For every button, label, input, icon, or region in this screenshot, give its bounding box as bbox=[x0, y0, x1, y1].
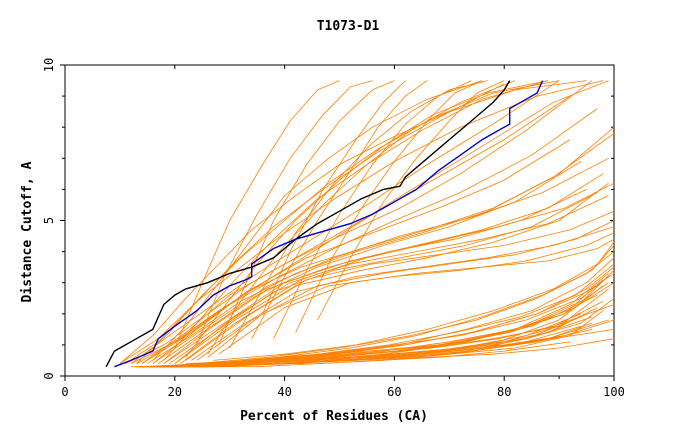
model-curve bbox=[207, 245, 615, 364]
model-curve bbox=[262, 80, 406, 314]
model-curve bbox=[158, 297, 615, 368]
model-curve bbox=[196, 80, 373, 346]
plot-frame bbox=[64, 64, 615, 377]
x-tick-label: 20 bbox=[168, 385, 182, 399]
model-curve bbox=[180, 182, 609, 364]
plot-area: 0 20 40 60 80 100 0 5 10 bbox=[42, 58, 625, 399]
model-curve bbox=[317, 80, 505, 321]
model-curve bbox=[213, 242, 615, 361]
model-curve bbox=[185, 80, 549, 358]
model-curve bbox=[185, 210, 615, 361]
model-curve bbox=[174, 80, 340, 349]
model-curve bbox=[163, 80, 549, 361]
y-axis-label: Distance Cutoff, A bbox=[20, 161, 35, 302]
model-curve bbox=[191, 273, 615, 364]
y-tick-label: 10 bbox=[42, 58, 56, 72]
model-curve bbox=[136, 108, 598, 364]
highlight-curve-black bbox=[105, 80, 511, 368]
y-tick-label: 5 bbox=[42, 217, 56, 224]
model-curve bbox=[191, 226, 615, 361]
model-curve bbox=[218, 80, 395, 346]
x-tick-label: 80 bbox=[497, 385, 511, 399]
model-curve bbox=[174, 195, 609, 364]
model-curve bbox=[141, 80, 593, 364]
model-curve bbox=[136, 316, 582, 368]
y-tick-label: 0 bbox=[42, 372, 56, 379]
x-tick-label: 40 bbox=[277, 385, 291, 399]
model-curve bbox=[218, 238, 615, 355]
model-curve bbox=[207, 232, 615, 358]
model-curve bbox=[295, 80, 483, 333]
highlight-curve-blue bbox=[114, 80, 544, 368]
model-curve bbox=[147, 133, 615, 364]
x-tick-label: 60 bbox=[387, 385, 401, 399]
chart-title: T1073-D1 bbox=[317, 19, 380, 34]
model-curve bbox=[130, 80, 560, 364]
model-curve bbox=[273, 80, 472, 339]
x-axis-label: Percent of Residues (CA) bbox=[240, 409, 428, 424]
model-curve bbox=[147, 310, 604, 368]
model-curve bbox=[174, 182, 615, 364]
model-curve bbox=[163, 173, 604, 364]
model-curve bbox=[152, 80, 483, 361]
model-curve bbox=[119, 80, 604, 364]
x-tick-label: 0 bbox=[61, 385, 68, 399]
x-tick-label: 100 bbox=[603, 385, 625, 399]
model-curve bbox=[125, 80, 609, 364]
model-curve bbox=[169, 192, 598, 364]
model-curve bbox=[152, 157, 609, 364]
model-curve bbox=[207, 80, 516, 355]
